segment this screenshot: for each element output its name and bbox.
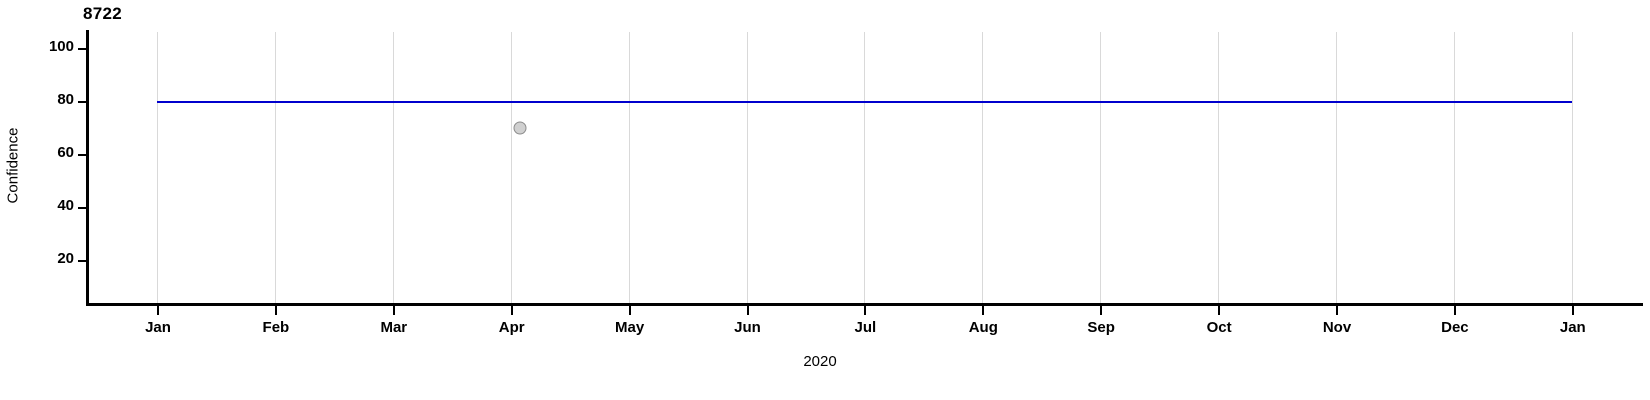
x-tick-3 xyxy=(510,306,513,315)
y-tick-label-20: 20 xyxy=(57,250,74,267)
x-tick-2 xyxy=(392,306,395,315)
x-axis-spine xyxy=(86,303,1643,306)
x-tick-label-jan-0: Jan xyxy=(145,319,171,336)
gridline-mar-2 xyxy=(392,32,394,303)
x-tick-4 xyxy=(628,306,631,315)
x-tick-11 xyxy=(1453,306,1456,315)
x-tick-label-nov-10: Nov xyxy=(1322,319,1352,336)
x-tick-8 xyxy=(1100,306,1103,315)
gridline-jan-12 xyxy=(1571,32,1573,303)
threshold-line xyxy=(157,101,1572,103)
y-tick-100 xyxy=(78,48,87,50)
gridline-feb-1 xyxy=(274,32,276,303)
x-tick-label-aug-7: Aug xyxy=(968,319,998,336)
x-tick-label-jun-5: Jun xyxy=(734,319,761,336)
gridline-jul-6 xyxy=(864,32,866,303)
x-tick-12 xyxy=(1571,306,1574,315)
gridline-aug-7 xyxy=(982,32,984,303)
gridline-apr-3 xyxy=(510,32,512,303)
x-tick-1 xyxy=(274,306,277,315)
y-tick-label-80: 80 xyxy=(57,91,74,108)
y-tick-label-40: 40 xyxy=(57,197,74,214)
y-axis-label: Confidence xyxy=(0,0,26,400)
x-tick-0 xyxy=(157,306,159,315)
y-axis-label-text: Confidence xyxy=(4,127,22,203)
x-tick-6 xyxy=(864,306,867,315)
x-tick-7 xyxy=(982,306,985,315)
x-tick-label-may-4: May xyxy=(615,319,645,336)
x-tick-label-sep-8: Sep xyxy=(1087,319,1115,336)
x-tick-label-oct-9: Oct xyxy=(1206,319,1232,336)
gridline-oct-9 xyxy=(1218,32,1220,303)
gridline-may-4 xyxy=(628,32,630,303)
x-tick-label-mar-2: Mar xyxy=(380,319,408,336)
x-axis-title: 2020 xyxy=(803,353,837,370)
x-tick-label-apr-3: Apr xyxy=(498,319,525,336)
gridline-jan-0 xyxy=(157,32,158,303)
x-tick-label-feb-1: Feb xyxy=(262,319,290,336)
y-tick-80 xyxy=(78,101,87,103)
y-tick-40 xyxy=(78,207,87,209)
gridline-dec-11 xyxy=(1453,32,1455,303)
x-tick-9 xyxy=(1218,306,1221,315)
x-tick-5 xyxy=(746,306,749,315)
x-tick-label-jan-12: Jan xyxy=(1559,319,1586,336)
gridline-sep-8 xyxy=(1100,32,1102,303)
x-tick-label-jul-6: Jul xyxy=(854,319,877,336)
gridline-nov-10 xyxy=(1336,32,1337,303)
gridline-jun-5 xyxy=(746,32,748,303)
x-tick-label-dec-11: Dec xyxy=(1441,319,1469,336)
y-axis-spine xyxy=(86,30,89,305)
y-tick-label-100: 100 xyxy=(48,38,74,55)
y-tick-label-60: 60 xyxy=(57,144,74,161)
y-tick-60 xyxy=(78,154,87,156)
y-tick-20 xyxy=(78,260,87,262)
data-point-0[interactable] xyxy=(513,121,527,134)
chart-title: 8722 xyxy=(83,4,123,23)
x-tick-10 xyxy=(1336,306,1338,315)
